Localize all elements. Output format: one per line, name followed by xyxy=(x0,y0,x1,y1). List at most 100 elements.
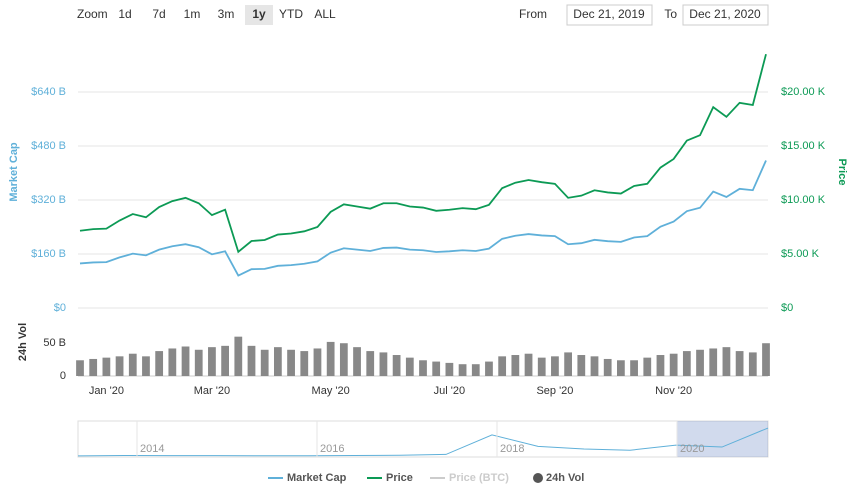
volume-bar xyxy=(537,357,546,376)
y-axis-title: Market Cap xyxy=(8,142,20,202)
zoom-button-bg[interactable] xyxy=(245,5,273,25)
volume-bar xyxy=(722,347,731,376)
volume-bar xyxy=(603,358,612,376)
volume-bar xyxy=(353,347,361,376)
zoom-button[interactable]: 1y xyxy=(252,7,266,21)
x-tick-label: Sep '20 xyxy=(536,385,573,397)
volume-bar xyxy=(511,355,520,376)
volume-bar xyxy=(748,352,757,376)
volume-bar xyxy=(313,348,322,376)
y3ticks-label: 50 B xyxy=(43,337,66,349)
volume-bar xyxy=(194,349,203,376)
navigator-label: 2016 xyxy=(320,443,344,455)
legend-label[interactable]: 24h Vol xyxy=(546,472,584,484)
volume-bar xyxy=(498,356,507,376)
navigator-label: 2014 xyxy=(140,443,164,455)
yticks-label: $480 B xyxy=(31,140,66,152)
from-input[interactable] xyxy=(566,4,653,26)
yticks-label: $640 B xyxy=(31,86,66,98)
volume-bar xyxy=(142,356,150,376)
volume-bar xyxy=(405,357,414,376)
volume-bar xyxy=(221,345,229,376)
volume-bar xyxy=(551,356,559,376)
yticks-label: $320 B xyxy=(31,194,66,206)
volume-bar xyxy=(471,364,480,376)
legend-label[interactable]: Price xyxy=(386,472,413,484)
y2ticks-label: $5.00 K xyxy=(781,248,820,260)
zoom-button[interactable]: YTD xyxy=(279,7,303,21)
volume-bar xyxy=(617,360,625,376)
yticks-label: $160 B xyxy=(31,248,66,260)
volume-bar xyxy=(696,349,704,376)
volume-bar xyxy=(274,347,282,376)
volume-bar xyxy=(485,361,493,376)
volume-bar xyxy=(577,355,586,376)
volume-bar xyxy=(115,356,124,376)
y2ticks-label: $20.00 K xyxy=(781,86,826,98)
navigator-selection[interactable] xyxy=(677,421,768,457)
volume-bar xyxy=(260,349,269,376)
volume-bar xyxy=(76,360,84,376)
volume-bar xyxy=(682,351,691,376)
volume-bar xyxy=(643,357,652,376)
x-tick-label: Nov '20 xyxy=(655,385,692,397)
legend-label[interactable]: Market Cap xyxy=(287,472,347,484)
navigator-label: 2018 xyxy=(500,443,524,455)
volume-bar xyxy=(392,355,401,376)
volume-bar xyxy=(630,360,638,376)
volume-bar xyxy=(168,348,177,376)
navigator-label: 2020 xyxy=(680,443,704,455)
volume-bar xyxy=(326,341,335,376)
navigator-frame xyxy=(77,420,769,458)
navigator-line xyxy=(77,427,769,457)
y3-axis-title: 24h Vol xyxy=(17,323,29,361)
from-date[interactable]: Dec 21, 2019 xyxy=(573,7,645,21)
y2ticks-label: $15.00 K xyxy=(781,140,826,152)
volume-bar xyxy=(419,360,427,376)
zoom-button[interactable]: ALL xyxy=(314,7,336,21)
y2-axis-title: Price xyxy=(836,159,848,186)
volume-bar xyxy=(102,357,111,376)
volume-bar xyxy=(155,351,164,376)
volume-bar xyxy=(300,351,309,376)
x-tick-label: May '20 xyxy=(312,385,350,397)
volume-bar xyxy=(445,362,454,376)
x-tick-label: Mar '20 xyxy=(194,385,230,397)
volume-bar xyxy=(432,361,441,376)
volume-bar xyxy=(735,351,744,376)
x-tick-label: Jan '20 xyxy=(89,385,124,397)
series-line xyxy=(79,53,767,254)
volume-bar xyxy=(181,346,190,376)
volume-bar xyxy=(709,348,718,376)
yticks-label: $0 xyxy=(54,302,66,314)
zoom-label: Zoom xyxy=(77,7,108,21)
volume-bar xyxy=(669,353,678,376)
y2ticks-label: $0 xyxy=(781,302,793,314)
from-label: From xyxy=(519,7,547,21)
to-input[interactable] xyxy=(682,4,769,26)
legend-label[interactable]: Price (BTC) xyxy=(449,472,509,484)
x-tick-label: Jul '20 xyxy=(434,385,465,397)
volume-bar xyxy=(762,343,770,376)
legend-swatch xyxy=(533,473,543,483)
volume-bar xyxy=(656,355,665,376)
volume-bar xyxy=(339,343,348,376)
series-line xyxy=(79,160,767,277)
volume-bar xyxy=(366,351,375,376)
y3ticks-label: 0 xyxy=(60,370,66,382)
volume-bar xyxy=(564,352,572,376)
zoom-button[interactable]: 3m xyxy=(218,7,235,21)
zoom-button[interactable]: 1m xyxy=(184,7,201,21)
to-date[interactable]: Dec 21, 2020 xyxy=(689,7,761,21)
zoom-button[interactable]: 7d xyxy=(152,7,165,21)
to-label: To xyxy=(664,7,677,21)
zoom-button[interactable]: 1d xyxy=(118,7,131,21)
y2ticks-label: $10.00 K xyxy=(781,194,826,206)
volume-bar xyxy=(458,364,467,376)
volume-bar xyxy=(287,349,295,376)
volume-bar xyxy=(524,353,533,376)
volume-bar xyxy=(379,352,388,376)
volume-bar xyxy=(247,345,256,376)
volume-bar xyxy=(89,358,98,376)
